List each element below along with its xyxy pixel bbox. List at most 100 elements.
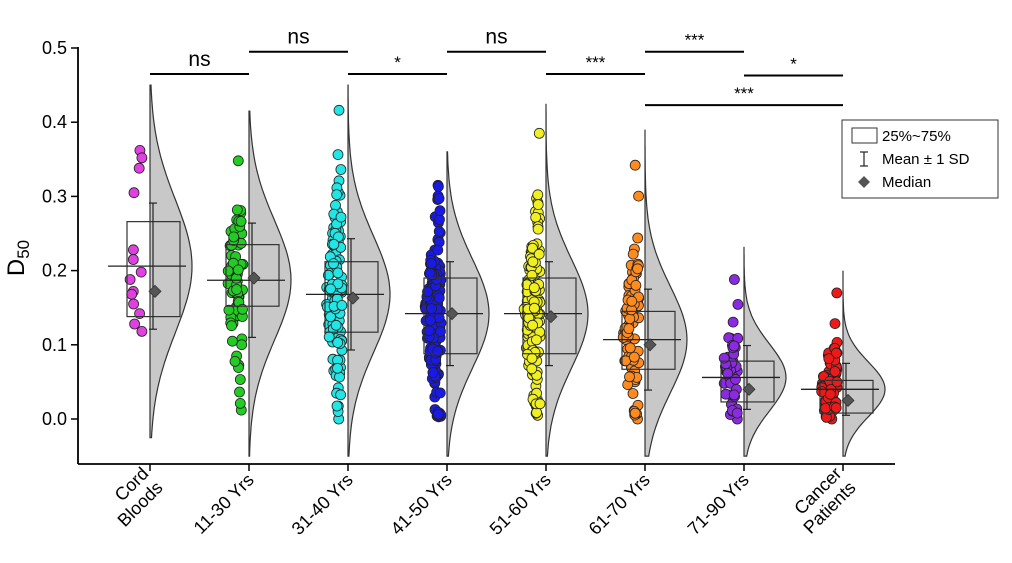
density-curve (446, 151, 490, 457)
data-point (533, 248, 545, 260)
data-point (136, 325, 148, 337)
data-point (432, 244, 444, 256)
data-point (529, 302, 540, 314)
data-point (435, 326, 446, 337)
data-point (133, 162, 145, 174)
x-tick-label: 61-70 Yrs (585, 470, 654, 539)
data-point (226, 335, 238, 347)
x-tick-label-line: 31-40 Yrs (288, 470, 357, 539)
data-point (124, 274, 136, 285)
y-tick-label: 0.4 (42, 112, 67, 132)
data-point (432, 345, 444, 357)
y-tick-label: 0.0 (42, 409, 67, 429)
density-curve (347, 84, 391, 457)
data-point (532, 223, 544, 235)
data-point (630, 279, 642, 291)
data-point (332, 337, 344, 348)
data-point (434, 205, 446, 217)
data-point (823, 353, 835, 365)
data-point (825, 388, 836, 400)
x-tick-label: CancerPatients (785, 463, 859, 537)
x-tick-label: 71-90 Yrs (684, 470, 753, 539)
data-point (323, 331, 335, 343)
significance-label: * (790, 54, 797, 73)
data-point (629, 159, 641, 171)
data-point (820, 402, 831, 414)
data-point (232, 155, 244, 167)
data-point (727, 316, 739, 328)
data-point (336, 299, 348, 311)
data-point (328, 238, 340, 250)
data-point (624, 342, 636, 354)
legend-label: Median (882, 174, 931, 191)
data-point (632, 263, 643, 275)
data-point (335, 211, 347, 223)
data-point (331, 189, 343, 201)
significance-label: ns (485, 26, 507, 49)
median-diamond (643, 338, 657, 352)
density-curve (248, 110, 292, 457)
data-point (222, 265, 234, 277)
data-point (534, 398, 546, 410)
y-axis-label: D50 (3, 240, 33, 276)
data-point (526, 352, 538, 364)
data-point (526, 269, 538, 281)
data-point (531, 334, 542, 346)
data-point (136, 152, 148, 164)
x-tick-label: CordBloods (99, 463, 166, 530)
data-point (829, 366, 841, 377)
data-point (127, 244, 139, 256)
significance-label: * (394, 53, 401, 72)
data-point (228, 231, 240, 243)
data-point (332, 362, 343, 374)
data-point (330, 199, 341, 211)
data-point (128, 187, 140, 199)
x-tick-label-line: 71-90 Yrs (684, 470, 753, 539)
data-point (729, 274, 740, 285)
x-tick-label: 31-40 Yrs (288, 470, 357, 539)
x-tick-label-line: 61-70 Yrs (585, 470, 654, 539)
median-diamond (841, 393, 855, 408)
data-point (527, 256, 539, 268)
median-diamond (445, 307, 459, 321)
data-point (731, 407, 743, 419)
density-curve (743, 246, 787, 457)
data-point (432, 181, 444, 192)
data-point (231, 204, 243, 216)
data-point (331, 400, 343, 412)
data-point (234, 397, 246, 409)
data-point (527, 242, 538, 254)
data-point (325, 283, 337, 295)
data-point (332, 267, 344, 279)
data-point (532, 189, 544, 201)
significance-label: ns (287, 26, 309, 49)
median-diamond (742, 382, 756, 396)
data-point (432, 408, 444, 420)
box-stats (108, 202, 879, 416)
legend-frame (841, 119, 999, 199)
y-tick-label: 0.1 (42, 335, 67, 355)
data-point (433, 225, 445, 237)
data-point (628, 351, 640, 363)
data-point (422, 286, 433, 298)
density-curve (644, 129, 688, 457)
data-point (627, 388, 639, 399)
data-point (328, 258, 339, 270)
data-point (633, 190, 644, 202)
data-point (624, 313, 636, 325)
data-point (530, 211, 542, 223)
data-point (427, 367, 439, 378)
median-diamond (247, 271, 261, 285)
data-point (129, 318, 141, 330)
data-point (236, 339, 248, 351)
data-point (425, 258, 437, 269)
data-point (732, 298, 744, 310)
data-point (423, 325, 435, 337)
data-point (528, 282, 540, 294)
data-point (829, 318, 841, 330)
data-point (433, 193, 445, 204)
data-point (426, 303, 438, 315)
data-point (433, 292, 445, 304)
median-diamond (544, 310, 558, 324)
